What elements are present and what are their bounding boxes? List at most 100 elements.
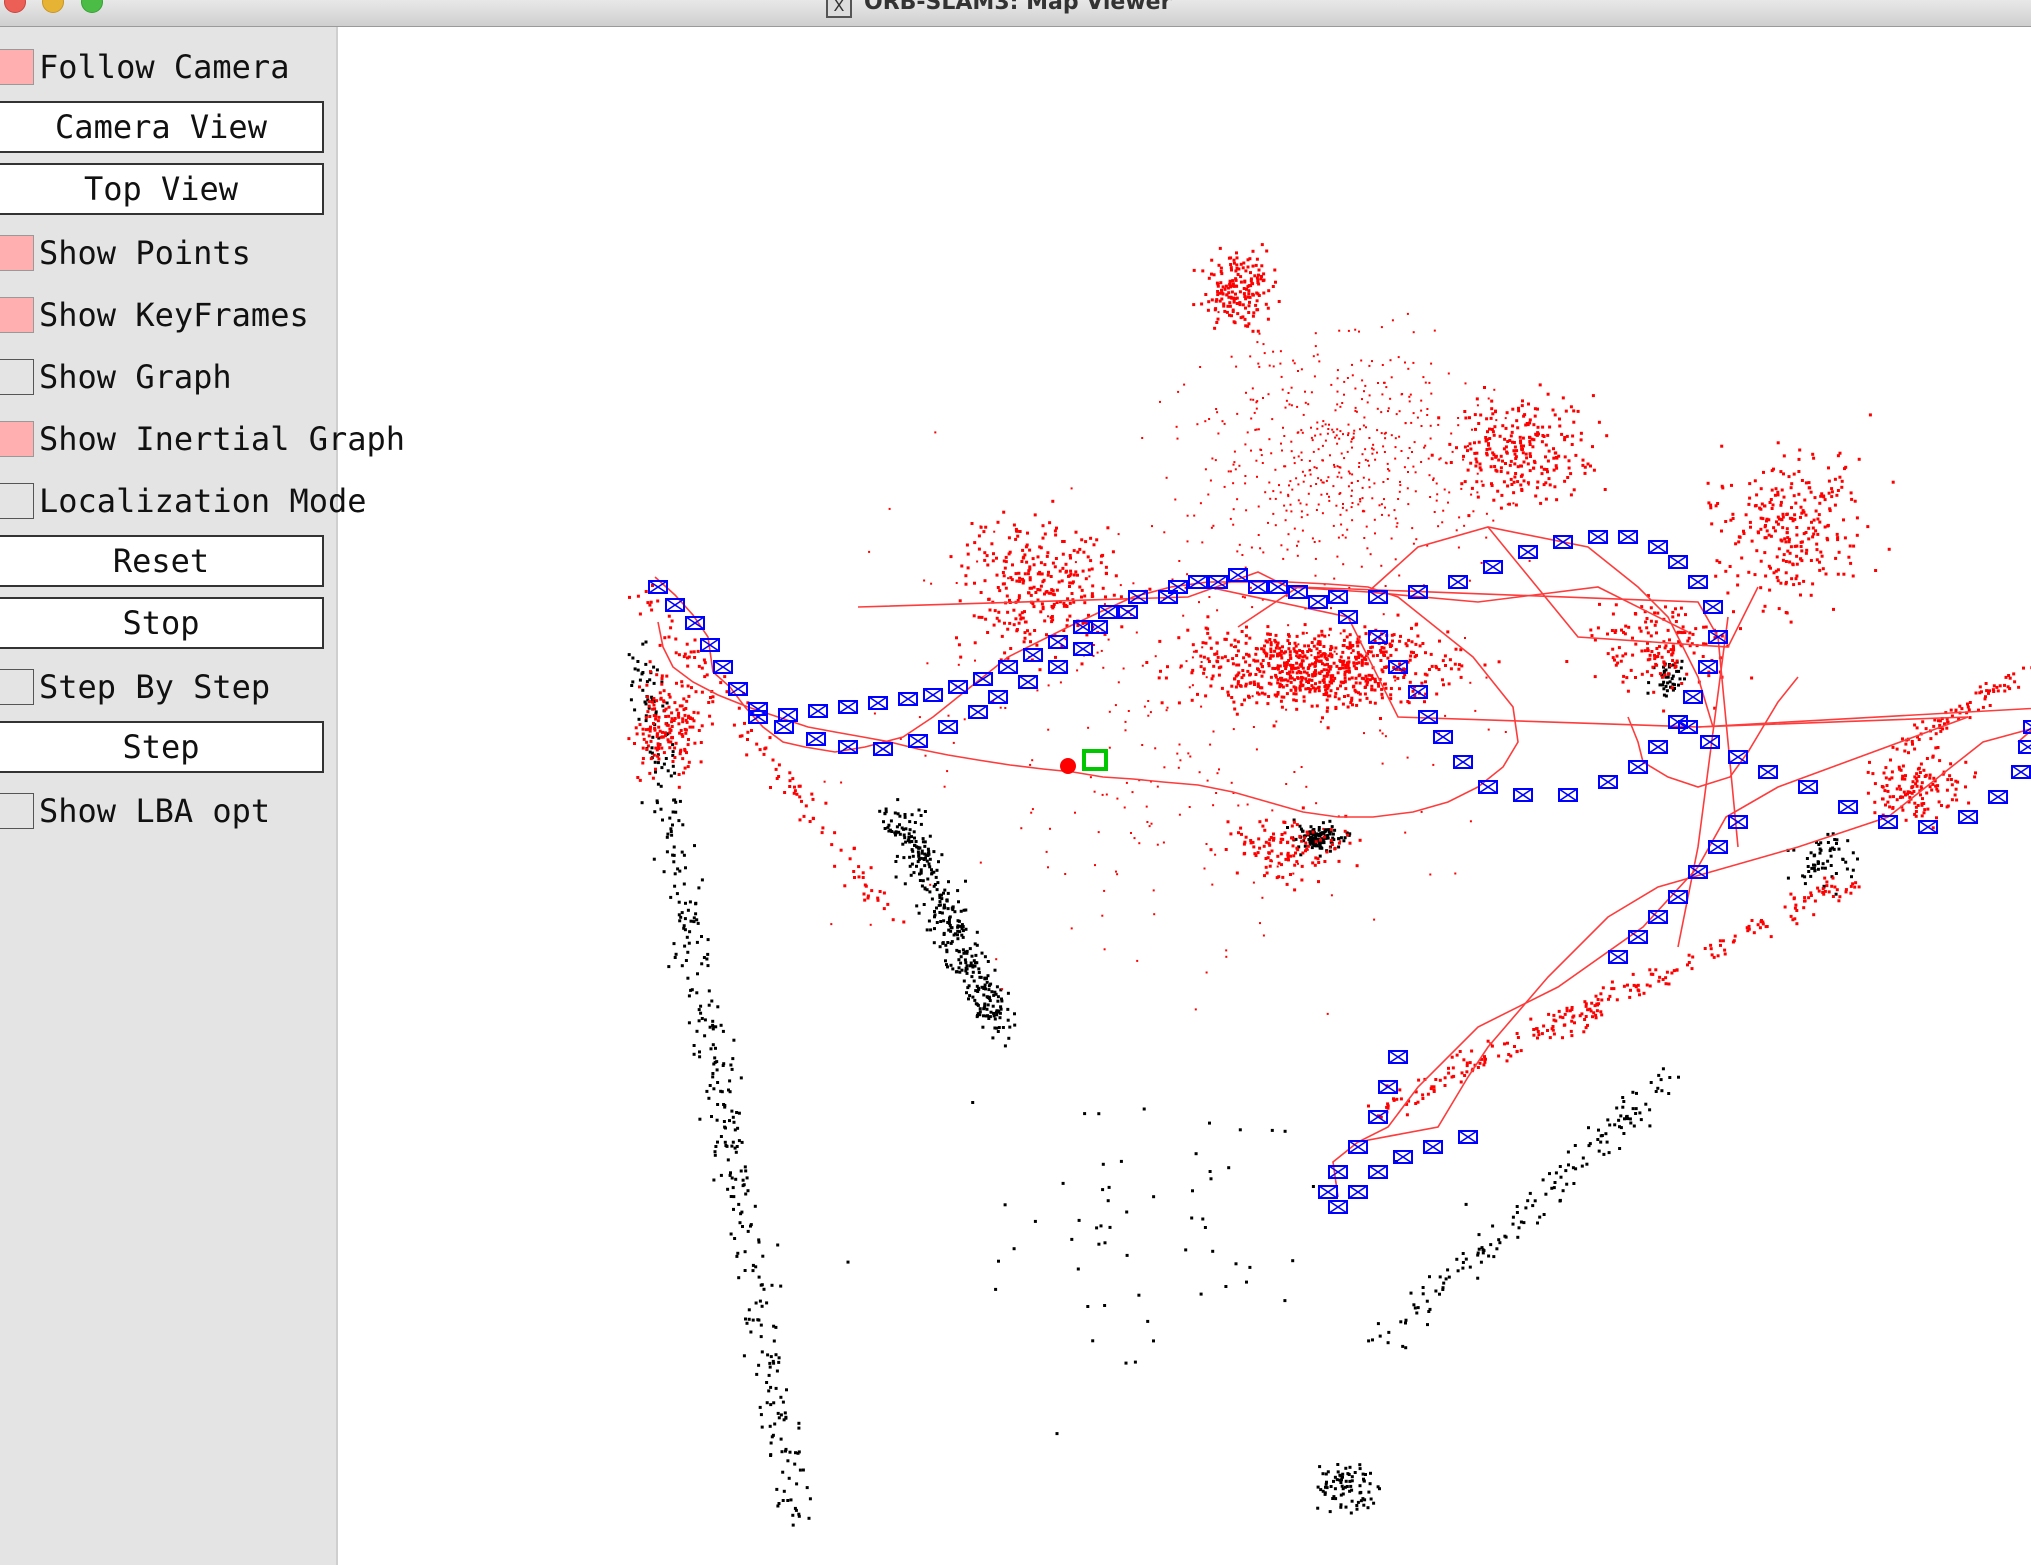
keyframe-marker — [1048, 660, 1068, 674]
map-viewer-canvas[interactable] — [338, 27, 2031, 1565]
keyframe-marker — [1798, 780, 1818, 794]
keyframe-marker — [1688, 575, 1708, 589]
keyframe-marker — [713, 660, 733, 674]
step-by-step-label: Step By Step — [39, 668, 271, 706]
map-view[interactable] — [338, 27, 2031, 1565]
keyframe-marker — [1458, 1130, 1478, 1144]
reset-button[interactable]: Reset — [0, 535, 324, 587]
keyframe-marker — [1228, 568, 1248, 582]
keyframe-marker — [938, 720, 958, 734]
step-by-step-checkbox[interactable] — [0, 669, 34, 705]
keyframe-marker — [1328, 1165, 1348, 1179]
keyframe-marker — [1453, 755, 1473, 769]
keyframe-marker — [1328, 590, 1348, 604]
keyframe-marker — [1318, 1185, 1338, 1199]
keyframe-marker — [665, 598, 685, 612]
keyframe-marker — [728, 682, 748, 696]
keyframe-marker — [1073, 620, 1093, 634]
keyframe-marker — [1338, 610, 1358, 624]
step-button[interactable]: Step — [0, 721, 324, 773]
keyframe-marker — [1628, 760, 1648, 774]
keyframe-marker — [1018, 675, 1038, 689]
keyframe-marker — [1308, 595, 1328, 609]
show-inertial-graph-checkbox[interactable] — [0, 421, 34, 457]
keyframe-marker — [1513, 788, 1533, 802]
keyframe-marker — [1918, 820, 1938, 834]
keyframes — [648, 530, 2031, 1214]
keyframe-marker — [1628, 930, 1648, 944]
localization-mode-checkbox[interactable] — [0, 483, 34, 519]
keyframe-marker — [1288, 585, 1308, 599]
keyframe-marker — [1408, 685, 1428, 699]
keyframe-marker — [1408, 585, 1428, 599]
follow-camera-checkbox[interactable] — [0, 49, 34, 85]
keyframe-marker — [1388, 1050, 1408, 1064]
keyframe-marker — [1698, 660, 1718, 674]
keyframe-marker — [1328, 1200, 1348, 1214]
keyframe-marker — [1388, 660, 1408, 674]
keyframe-marker — [2011, 765, 2031, 779]
keyframe-marker — [1368, 590, 1388, 604]
keyframe-marker — [873, 742, 893, 756]
minimize-window-button[interactable] — [42, 0, 64, 13]
stop-button[interactable]: Stop — [0, 597, 324, 649]
camera-view-button[interactable]: Camera View — [0, 101, 324, 153]
keyframe-marker — [1448, 575, 1468, 589]
keyframe-marker — [1048, 635, 1068, 649]
localization-mode-label: Localization Mode — [39, 482, 367, 520]
keyframe-marker — [1608, 950, 1628, 964]
keyframe-marker — [948, 680, 968, 694]
keyframe-marker — [1098, 605, 1118, 619]
keyframe-marker — [1248, 580, 1268, 594]
window-title: ORB-SLAM3: Map Viewer — [864, 0, 1172, 15]
keyframe-marker — [998, 660, 1018, 674]
keyframe-marker — [700, 638, 720, 652]
keyframe-marker — [1118, 605, 1138, 619]
show-points-label: Show Points — [39, 234, 251, 272]
keyframe-marker — [778, 708, 798, 722]
keyframe-marker — [1588, 530, 1608, 544]
keyframe-marker — [774, 720, 794, 734]
show-points-checkbox[interactable] — [0, 235, 34, 271]
keyframe-marker — [1208, 575, 1228, 589]
keyframe-marker — [1423, 1140, 1443, 1154]
top-view-button[interactable]: Top View — [0, 163, 324, 215]
keyframe-marker — [1348, 1185, 1368, 1199]
keyframe-marker — [1703, 600, 1723, 614]
keyframe-marker — [1668, 890, 1688, 904]
keyframe-marker — [1648, 910, 1668, 924]
keyframe-marker — [1838, 800, 1858, 814]
keyframe-marker — [1878, 815, 1898, 829]
global-map-points — [627, 640, 1859, 1527]
close-window-button[interactable] — [4, 0, 26, 13]
show-graph-label: Show Graph — [39, 358, 232, 396]
keyframe-marker — [1518, 545, 1538, 559]
zoom-window-button[interactable] — [81, 0, 103, 13]
keyframe-marker — [1168, 580, 1188, 594]
keyframe-marker — [1598, 775, 1618, 789]
keyframe-marker — [868, 696, 888, 710]
keyframe-marker — [1368, 1165, 1388, 1179]
keyframe-marker — [1368, 630, 1388, 644]
keyframe-marker — [968, 705, 988, 719]
keyframe-marker — [1378, 1080, 1398, 1094]
keyframe-marker — [1678, 720, 1698, 734]
show-graph-checkbox[interactable] — [0, 359, 34, 395]
show-lba-opt-checkbox[interactable] — [0, 793, 34, 829]
keyframe-marker — [1988, 790, 2008, 804]
keyframe-marker — [1188, 575, 1208, 589]
show-lba-opt-label: Show LBA opt — [39, 792, 271, 830]
keyframe-marker — [1418, 710, 1438, 724]
keyframe-marker — [1648, 740, 1668, 754]
inertial-graph-edges — [654, 526, 2031, 1198]
keyframe-marker — [1708, 840, 1728, 854]
keyframe-marker — [1268, 580, 1288, 594]
keyframe-marker — [1393, 1150, 1413, 1164]
keyframe-marker — [1558, 788, 1578, 802]
keyframe-marker — [685, 616, 705, 630]
show-keyframes-checkbox[interactable] — [0, 297, 34, 333]
keyframe-marker — [806, 732, 826, 746]
keyframe-marker — [1708, 630, 1728, 644]
keyframe-marker — [2023, 720, 2031, 734]
keyframe-marker — [898, 692, 918, 706]
